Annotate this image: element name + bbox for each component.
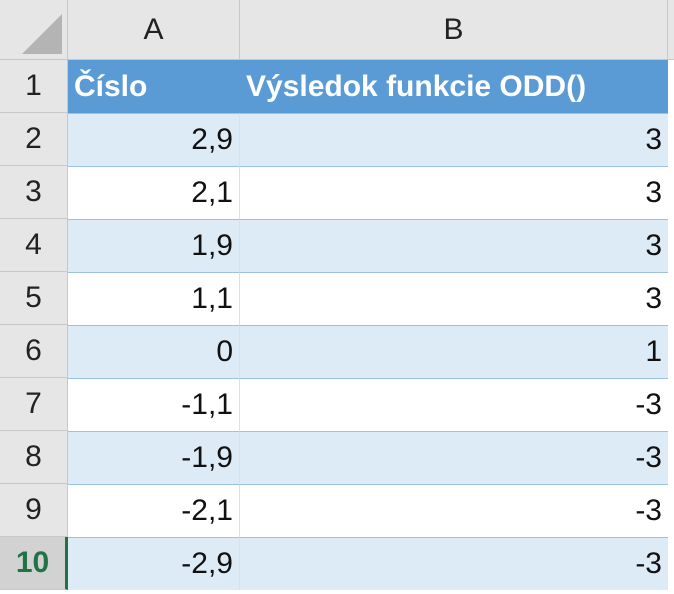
- cell[interactable]: -3: [240, 537, 668, 590]
- header-cell[interactable]: Číslo: [68, 60, 240, 113]
- cell[interactable]: -3: [240, 484, 668, 537]
- column-header-filler: [668, 0, 674, 60]
- cell[interactable]: 3: [240, 272, 668, 325]
- cell[interactable]: 2,1: [68, 166, 240, 219]
- row-header[interactable]: 4: [0, 219, 68, 272]
- cell[interactable]: 3: [240, 166, 668, 219]
- row-header[interactable]: 7: [0, 378, 68, 431]
- cell[interactable]: 1,1: [68, 272, 240, 325]
- cell[interactable]: -1,9: [68, 431, 240, 484]
- cell[interactable]: 3: [240, 113, 668, 166]
- cell[interactable]: 0: [68, 325, 240, 378]
- header-cell[interactable]: Výsledok funkcie ODD(): [240, 60, 668, 113]
- cell[interactable]: -3: [240, 431, 668, 484]
- cell[interactable]: 2,9: [68, 113, 240, 166]
- column-header[interactable]: A: [68, 0, 240, 60]
- row-header[interactable]: 2: [0, 113, 68, 166]
- cell[interactable]: -2,9: [68, 537, 240, 590]
- row-header[interactable]: 1: [0, 60, 68, 113]
- cell[interactable]: 3: [240, 219, 668, 272]
- column-header[interactable]: B: [240, 0, 668, 60]
- cell[interactable]: -1,1: [68, 378, 240, 431]
- cell[interactable]: 1,9: [68, 219, 240, 272]
- row-header[interactable]: 5: [0, 272, 68, 325]
- row-header[interactable]: 8: [0, 431, 68, 484]
- cell[interactable]: -2,1: [68, 484, 240, 537]
- row-header[interactable]: 3: [0, 166, 68, 219]
- row-header[interactable]: 6: [0, 325, 68, 378]
- corner-triangle: [22, 13, 62, 54]
- cell[interactable]: -3: [240, 378, 668, 431]
- cell[interactable]: 1: [240, 325, 668, 378]
- select-all[interactable]: [0, 0, 68, 60]
- row-header[interactable]: 10: [0, 537, 68, 590]
- row-header[interactable]: 9: [0, 484, 68, 537]
